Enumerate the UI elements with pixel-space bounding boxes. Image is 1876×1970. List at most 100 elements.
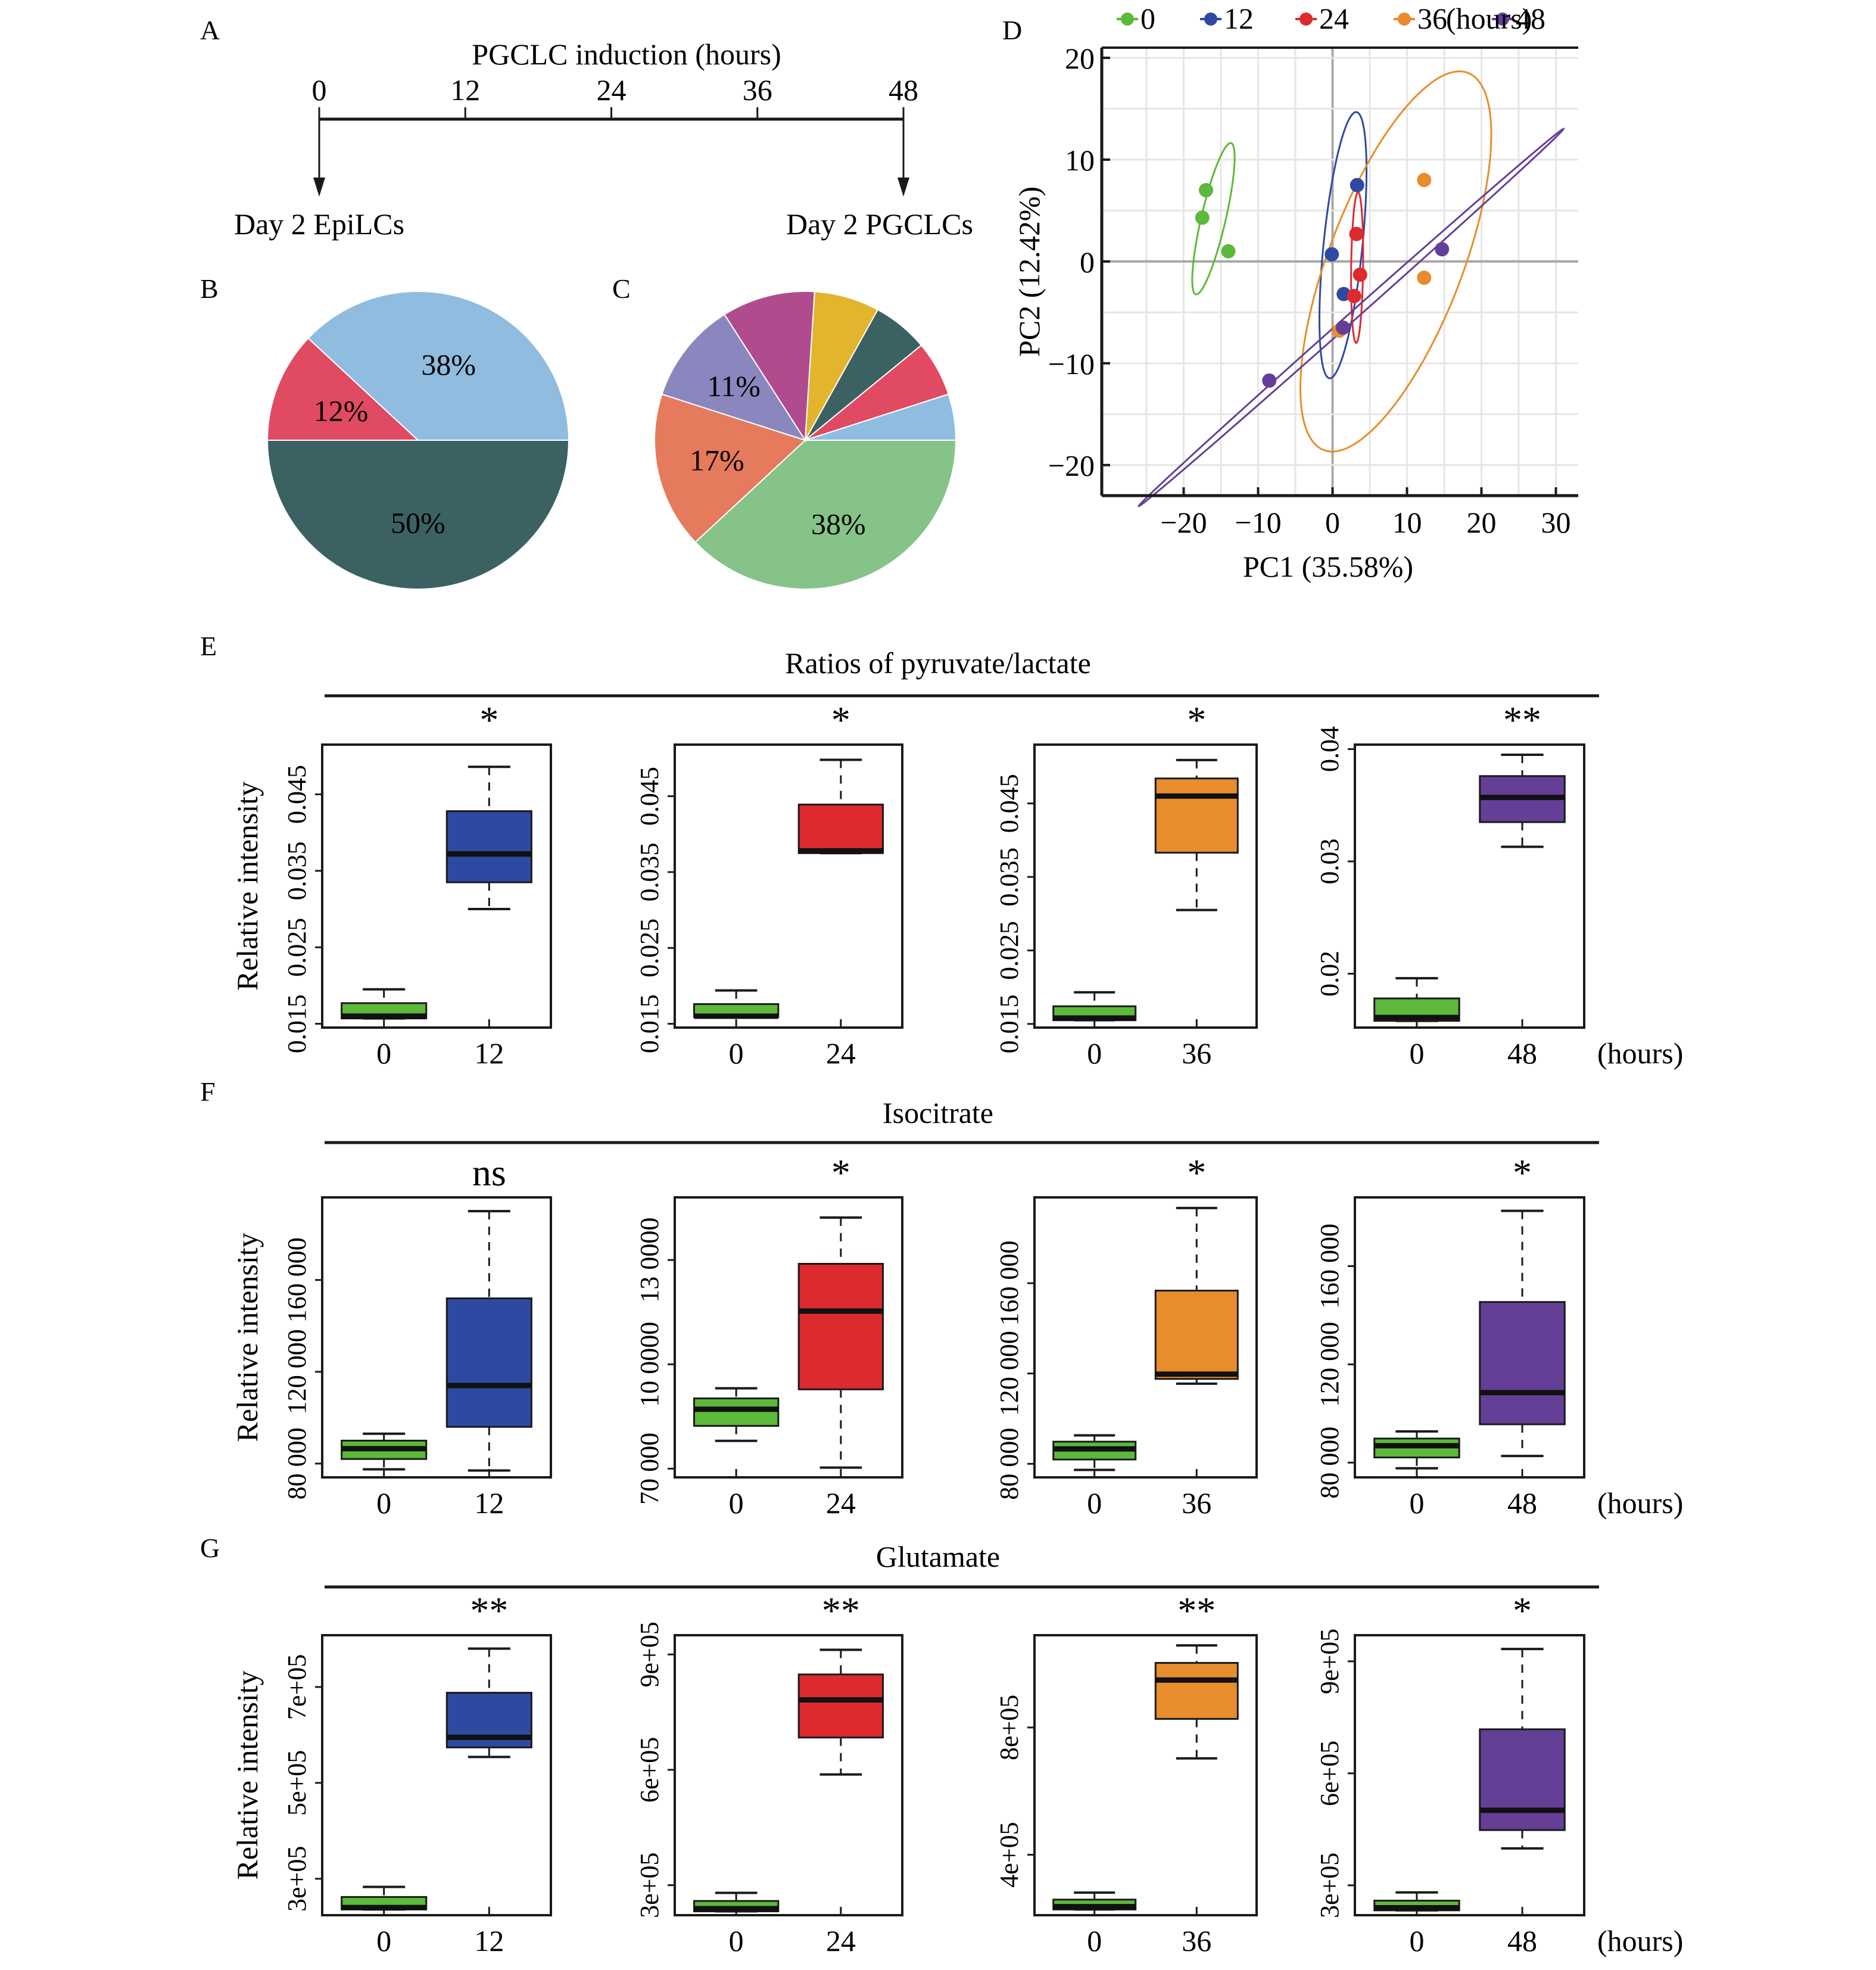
legend-label: 24 — [1319, 2, 1349, 35]
y-tick-label: 9e+05 — [635, 1622, 664, 1687]
y-axis-title: PC2 (12.42%) — [1012, 186, 1046, 357]
y-tick-label: 13 0000 — [635, 1218, 664, 1303]
y-tick-label: 0.02 — [1315, 951, 1344, 997]
y-tick-label: 0.025 — [635, 919, 664, 978]
legend-label: 0 — [1140, 2, 1155, 35]
significance-label: * — [831, 699, 850, 741]
pie-chart-c: 38% 17% 11% — [654, 291, 957, 590]
pie-slice — [266, 337, 420, 441]
x-tick-label: 0 — [1409, 1486, 1424, 1520]
box-48h — [1479, 1728, 1566, 1831]
plot-frame — [1033, 1634, 1258, 1916]
pca-point-24h — [1353, 267, 1367, 282]
start-label: Day 2 EpiLCs — [234, 207, 404, 241]
y-tick-label: 7e+05 — [282, 1654, 311, 1720]
boxplot-5-3: 80 000 120 000 160 000 0 48 * (hours) — [1315, 1151, 1683, 1520]
x-tick-label: 12 — [474, 1486, 504, 1520]
row-title: Isocitrate — [883, 1096, 993, 1129]
x-tick-label: 24 — [826, 1924, 856, 1957]
y-tick-label: 20 — [1065, 42, 1095, 75]
y-tick-label: 0.015 — [995, 994, 1024, 1053]
legend-marker-48h — [1496, 13, 1509, 26]
box-36h — [1154, 1290, 1239, 1380]
x-unit-label: (hours) — [1597, 1037, 1683, 1070]
pca-point-12h — [1325, 247, 1339, 262]
legend-marker-12h — [1204, 13, 1217, 26]
x-tick-label: 24 — [826, 1037, 856, 1070]
pca-point-48h — [1262, 373, 1277, 388]
significance-label: * — [1513, 1151, 1532, 1194]
y-tick-label: 120 000 — [995, 1331, 1024, 1416]
y-tick-label: 6e+05 — [1315, 1741, 1344, 1806]
boxplot-6-2: 4e+05 8e+05 0 36 ** — [995, 1589, 1258, 1957]
x-tick-label: 0 — [1409, 1037, 1424, 1070]
legend-marker-24h — [1300, 13, 1313, 26]
significance-label: ** — [1503, 699, 1541, 741]
panel-letter-f: F — [200, 1076, 216, 1107]
pca-point-48h — [1435, 242, 1450, 257]
row-title: Ratios of pyruvate/lactate — [785, 646, 1091, 680]
timeline-tick-label: 36 — [743, 73, 772, 107]
legend-label: 12 — [1224, 2, 1254, 35]
pie-slice-label: 12% — [314, 394, 369, 427]
pie-slice — [694, 440, 957, 590]
x-tick-label: 12 — [474, 1037, 504, 1070]
pie-slice — [724, 291, 815, 443]
timeline-panel: PGCLC induction (hours) 0 12 24 36 48 Day 2 … — [234, 38, 973, 241]
significance-label: * — [831, 1151, 850, 1194]
y-tick-label: 80 000 — [1315, 1427, 1344, 1499]
start-arrow-head — [313, 178, 325, 197]
x-tick-label: −20 — [1160, 506, 1207, 539]
box-24h — [797, 1673, 884, 1739]
x-tick-label: 0 — [1325, 506, 1340, 539]
x-tick-label: −10 — [1235, 506, 1281, 539]
plot-frame — [674, 1196, 903, 1479]
box-48h — [1479, 1301, 1566, 1426]
plot-frame — [1033, 743, 1258, 1029]
y-tick-label: 10 0000 — [635, 1322, 664, 1407]
legend: 0 12 24 36 48(hours) — [1117, 2, 1545, 35]
boxplot-5-1: 70 000 10 0000 13 0000 0 24 * — [635, 1151, 903, 1520]
significance-label: * — [479, 699, 498, 741]
panel-letter-c: C — [612, 273, 631, 304]
pca-point-0h — [1195, 210, 1210, 225]
x-tick-label: 36 — [1182, 1037, 1211, 1070]
plot-frame — [1354, 743, 1585, 1029]
y-tick-label: 3e+05 — [282, 1846, 311, 1912]
y-tick-label: 0 — [1080, 245, 1095, 279]
legend-label: 36 — [1417, 2, 1447, 35]
pie-slice-label: 50% — [391, 506, 445, 540]
timeline-tick-label: 48 — [889, 73, 918, 107]
pie-slice — [266, 440, 570, 590]
boxplot-4-3: 0.02 0.03 0.04 0 48 ** (hours) — [1315, 699, 1683, 1070]
y-tick-label: 0.03 — [1315, 839, 1344, 885]
pca-point-0h — [1199, 183, 1213, 198]
row-title: Glutamate — [876, 1540, 1000, 1573]
box-0h — [693, 1397, 780, 1427]
pca-point-24h — [1347, 289, 1361, 304]
legend-unit: (hours) — [1446, 2, 1532, 35]
y-tick-label: 0.035 — [635, 842, 664, 901]
y-tick-label: 160 000 — [995, 1241, 1024, 1326]
y-tick-label: 0.025 — [995, 921, 1024, 980]
y-tick-label: 8e+05 — [995, 1695, 1024, 1760]
box-36h — [1154, 1661, 1239, 1720]
panel-letter-d: D — [1002, 15, 1022, 45]
x-tick-label: 36 — [1182, 1924, 1211, 1957]
pie-slice-label: 17% — [690, 444, 744, 477]
boxplot-4-1: 0.015 0.025 0.035 0.045 0 24 * — [635, 699, 903, 1070]
y-tick-label: −20 — [1048, 449, 1095, 483]
y-tick-label: 0.025 — [282, 918, 311, 977]
pca-point-36h — [1417, 173, 1432, 188]
pie-slice-label: 38% — [811, 507, 866, 540]
x-tick-label: 0 — [1087, 1037, 1102, 1070]
significance-label: ** — [470, 1589, 508, 1632]
timeline-ticks: 0 12 24 36 48 — [312, 73, 918, 119]
x-axis-title: PC1 (35.58%) — [1243, 550, 1413, 583]
pca-point-0h — [1221, 244, 1236, 259]
significance-label: * — [1187, 1151, 1206, 1194]
y-tick-label: 9e+05 — [1315, 1629, 1344, 1694]
x-tick-label: 12 — [474, 1924, 504, 1957]
x-tick-label: 24 — [826, 1486, 856, 1520]
